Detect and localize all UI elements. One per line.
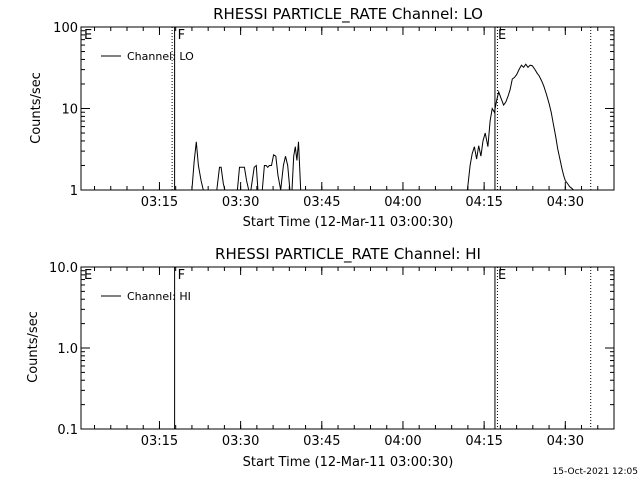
- chart-title: RHESSI PARTICLE_RATE Channel: LO: [213, 5, 483, 24]
- y-tick-label: 10.0: [49, 261, 78, 276]
- x-tick-label: 03:45: [303, 195, 340, 210]
- x-tick-label: 03:15: [141, 434, 178, 449]
- marker-label: E: [498, 28, 506, 43]
- x-tick-label: 04:15: [465, 195, 502, 210]
- marker-label: F: [178, 28, 185, 43]
- y-axis-label: Counts/sec: [29, 72, 44, 144]
- x-axis-label: Start Time (12-Mar-11 03:00:30): [243, 455, 454, 470]
- y-tick-label: 1: [70, 184, 78, 199]
- x-tick-label: 03:30: [222, 434, 259, 449]
- y-tick-label: 0.1: [57, 423, 78, 438]
- y-axis-label: Counts/sec: [26, 311, 41, 383]
- x-tick-label: 03:30: [222, 195, 259, 210]
- panel-hi: RHESSI PARTICLE_RATE Channel: HI Counts/…: [26, 245, 615, 470]
- x-tick-label: 03:15: [141, 195, 178, 210]
- chart-title: RHESSI PARTICLE_RATE Channel: HI: [215, 245, 481, 264]
- y-tick-label: 100: [53, 21, 78, 36]
- marker-label: E: [84, 28, 92, 43]
- x-tick-label: 03:45: [303, 434, 340, 449]
- y-tick-label: 10: [61, 103, 78, 118]
- legend-label: Channel: HI: [127, 290, 191, 303]
- y-tick-label: 1.0: [57, 342, 78, 357]
- marker-label: F: [178, 268, 185, 283]
- x-tick-label: 04:30: [547, 195, 584, 210]
- x-tick-label: 04:30: [547, 434, 584, 449]
- x-axis-label: Start Time (12-Mar-11 03:00:30): [243, 215, 454, 230]
- series-line: [191, 63, 574, 191]
- x-tick-label: 04:00: [384, 195, 421, 210]
- marker-label: E: [498, 268, 506, 283]
- marker-label: E: [84, 268, 92, 283]
- footer-timestamp: 15-Oct-2021 12:05: [553, 467, 638, 477]
- legend-label: Channel: LO: [127, 50, 194, 63]
- x-tick-label: 04:15: [465, 434, 502, 449]
- x-tick-label: 04:00: [384, 434, 421, 449]
- panel-lo: RHESSI PARTICLE_RATE Channel: LO Counts/…: [29, 5, 615, 230]
